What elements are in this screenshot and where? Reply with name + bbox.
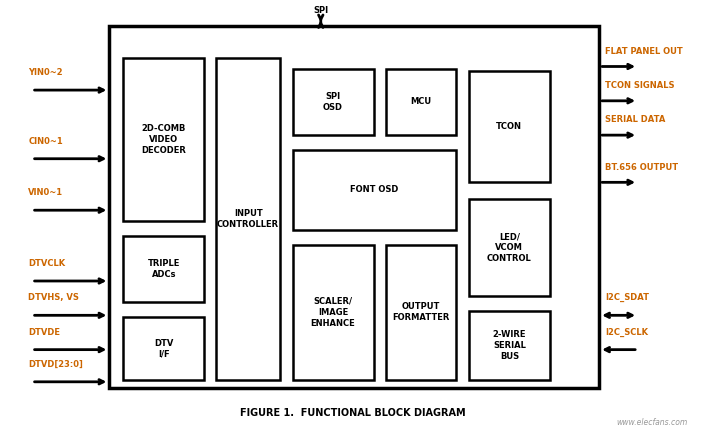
Text: 2D-COMB
VIDEO
DECODER: 2D-COMB VIDEO DECODER — [142, 124, 186, 155]
Bar — [123, 236, 204, 302]
Text: SPI
OSD: SPI OSD — [323, 92, 343, 112]
Bar — [293, 150, 456, 230]
Text: DTVD[23:0]: DTVD[23:0] — [28, 360, 83, 369]
Bar — [123, 58, 204, 221]
Bar — [469, 199, 550, 296]
Text: I2C_SCLK: I2C_SCLK — [605, 328, 648, 337]
Bar — [293, 69, 374, 135]
Text: www.elecfans.com: www.elecfans.com — [616, 418, 687, 427]
Text: BT.656 OUTPUT: BT.656 OUTPUT — [605, 163, 678, 172]
Text: TCON: TCON — [496, 122, 522, 131]
Text: DTVCLK: DTVCLK — [28, 259, 66, 268]
Text: OUTPUT
FORMATTER: OUTPUT FORMATTER — [392, 302, 450, 322]
Text: SERIAL DATA: SERIAL DATA — [605, 115, 666, 124]
Text: I2C_SDAT: I2C_SDAT — [605, 293, 649, 302]
Text: CIN0~1: CIN0~1 — [28, 137, 63, 146]
Text: DTV
I/F: DTV I/F — [154, 338, 173, 359]
Text: INPUT
CONTROLLER: INPUT CONTROLLER — [217, 209, 279, 229]
Text: FIGURE 1.  FUNCTIONAL BLOCK DIAGRAM: FIGURE 1. FUNCTIONAL BLOCK DIAGRAM — [240, 408, 465, 418]
Text: FONT OSD: FONT OSD — [350, 185, 398, 194]
Text: VIN0~1: VIN0~1 — [28, 188, 63, 197]
Bar — [109, 26, 599, 388]
Bar — [293, 245, 374, 380]
Bar — [469, 71, 550, 182]
Bar — [469, 311, 550, 380]
Text: 2-WIRE
SERIAL
BUS: 2-WIRE SERIAL BUS — [493, 330, 526, 361]
Bar — [123, 317, 204, 380]
Bar — [216, 58, 280, 380]
Bar — [386, 245, 456, 380]
Text: MCU: MCU — [410, 97, 431, 106]
Text: FLAT PANEL OUT: FLAT PANEL OUT — [605, 47, 682, 56]
Bar — [386, 69, 456, 135]
Text: DTVDE: DTVDE — [28, 328, 60, 337]
Text: YIN0~2: YIN0~2 — [28, 68, 63, 77]
Text: TRIPLE
ADCs: TRIPLE ADCs — [148, 259, 180, 279]
Text: SCALER/
IMAGE
ENHANCE: SCALER/ IMAGE ENHANCE — [311, 296, 355, 328]
Text: TCON SIGNALS: TCON SIGNALS — [605, 81, 675, 90]
Text: LED/
VCOM
CONTROL: LED/ VCOM CONTROL — [487, 232, 532, 263]
Text: DTVHS, VS: DTVHS, VS — [28, 293, 79, 302]
Text: SPI: SPI — [313, 6, 329, 15]
